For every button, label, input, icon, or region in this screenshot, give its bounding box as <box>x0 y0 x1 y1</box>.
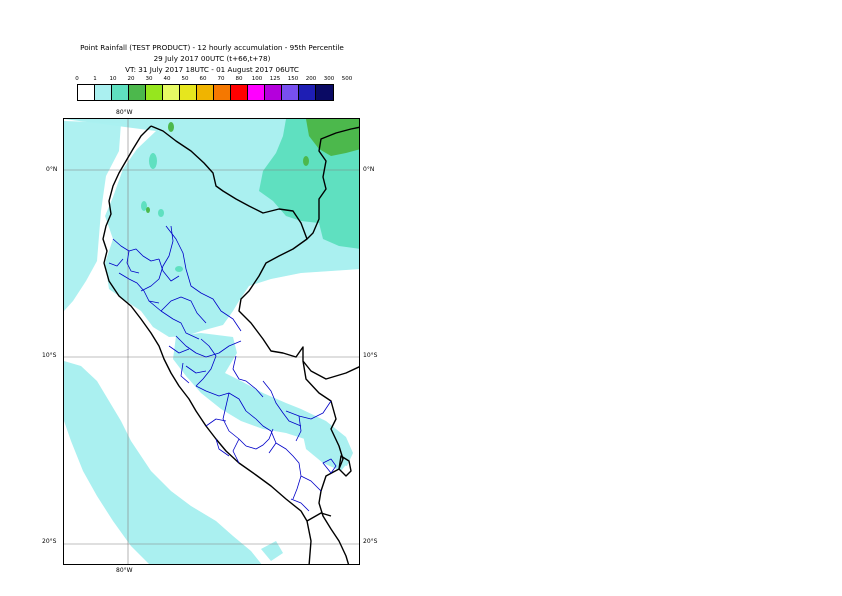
lat-label-0-right: 0°N <box>363 166 375 173</box>
map-title: Point Rainfall (TEST PRODUCT) - 12 hourl… <box>80 43 344 52</box>
legend-swatch <box>180 85 197 100</box>
legend-threshold-label: 80 <box>235 76 243 82</box>
color-legend <box>77 84 334 101</box>
legend-swatch <box>248 85 265 100</box>
legend-threshold-label: 1 <box>93 76 97 82</box>
legend-threshold-label: 60 <box>199 76 207 82</box>
legend-threshold-label: 200 <box>305 76 317 82</box>
legend-swatch <box>197 85 214 100</box>
legend-threshold-label: 500 <box>341 76 353 82</box>
legend-threshold-label: 125 <box>269 76 281 82</box>
country-borders <box>102 125 359 564</box>
map-subtitle-validity: VT: 31 July 2017 18UTC - 01 August 2017 … <box>125 65 299 74</box>
legend-threshold-label: 30 <box>145 76 153 82</box>
legend-threshold-label: 50 <box>181 76 189 82</box>
admin-borders <box>108 225 337 512</box>
lat-label-10s-right: 10°S <box>363 352 378 359</box>
legend-swatch <box>316 85 333 100</box>
legend-swatch <box>282 85 299 100</box>
lon-label-bottom: 80°W <box>116 567 133 574</box>
lon-label-top: 80°W <box>116 109 133 116</box>
legend-swatch <box>299 85 316 100</box>
lat-label-10s-left: 10°S <box>42 352 57 359</box>
legend-swatch <box>214 85 231 100</box>
legend-swatch <box>112 85 129 100</box>
legend-swatch <box>265 85 282 100</box>
legend-threshold-label: 40 <box>163 76 171 82</box>
legend-threshold-label: 70 <box>217 76 225 82</box>
legend-threshold-label: 0 <box>75 76 79 82</box>
legend-threshold-label: 150 <box>287 76 299 82</box>
legend-swatch <box>78 85 95 100</box>
map-subtitle-run: 29 July 2017 00UTC (t+66,t+78) <box>153 54 271 63</box>
lat-label-0-left: 0°N <box>46 166 58 173</box>
legend-swatch <box>163 85 180 100</box>
legend-threshold-label: 300 <box>323 76 335 82</box>
graticule <box>64 119 359 564</box>
legend-threshold-labels: 0 1 10 20 30 40 50 60 70 80 100 125 150 200 300 500 <box>70 76 360 84</box>
legend-swatch <box>95 85 112 100</box>
legend-threshold-label: 20 <box>127 76 135 82</box>
legend-swatch <box>231 85 248 100</box>
lat-label-20s-left: 20°S <box>42 538 57 545</box>
legend-swatch <box>129 85 146 100</box>
legend-swatch <box>146 85 163 100</box>
legend-threshold-label: 10 <box>109 76 117 82</box>
legend-threshold-label: 100 <box>251 76 263 82</box>
lat-label-20s-right: 20°S <box>363 538 378 545</box>
rainfall-map <box>63 118 360 565</box>
